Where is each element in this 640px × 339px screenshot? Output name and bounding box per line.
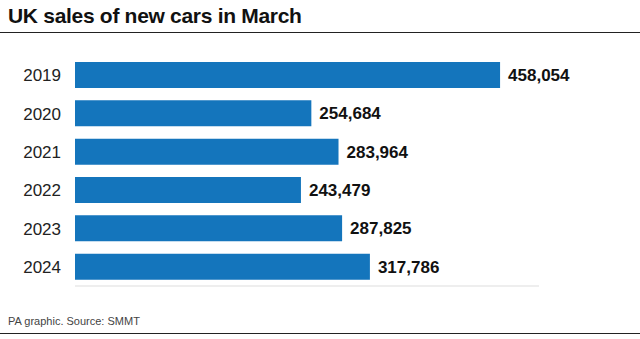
svg-text:2023: 2023 [23, 220, 61, 239]
svg-text:254,684: 254,684 [319, 104, 381, 123]
svg-text:243,479: 243,479 [309, 181, 370, 200]
svg-text:2021: 2021 [23, 143, 61, 162]
svg-text:317,786: 317,786 [378, 258, 439, 277]
svg-text:458,054: 458,054 [508, 66, 570, 85]
svg-text:2020: 2020 [23, 105, 61, 124]
svg-text:283,964: 283,964 [347, 143, 409, 162]
html-text:UK sales of new cars in March: UK sales of new cars in March [8, 4, 302, 27]
html-text:PA graphic. Source: SMMT: PA graphic. Source: SMMT [8, 315, 140, 327]
svg-text:2024: 2024 [23, 258, 61, 277]
svg-text:2022: 2022 [23, 181, 61, 200]
svg-text:2019: 2019 [23, 66, 61, 85]
svg-text:287,825: 287,825 [350, 219, 411, 238]
